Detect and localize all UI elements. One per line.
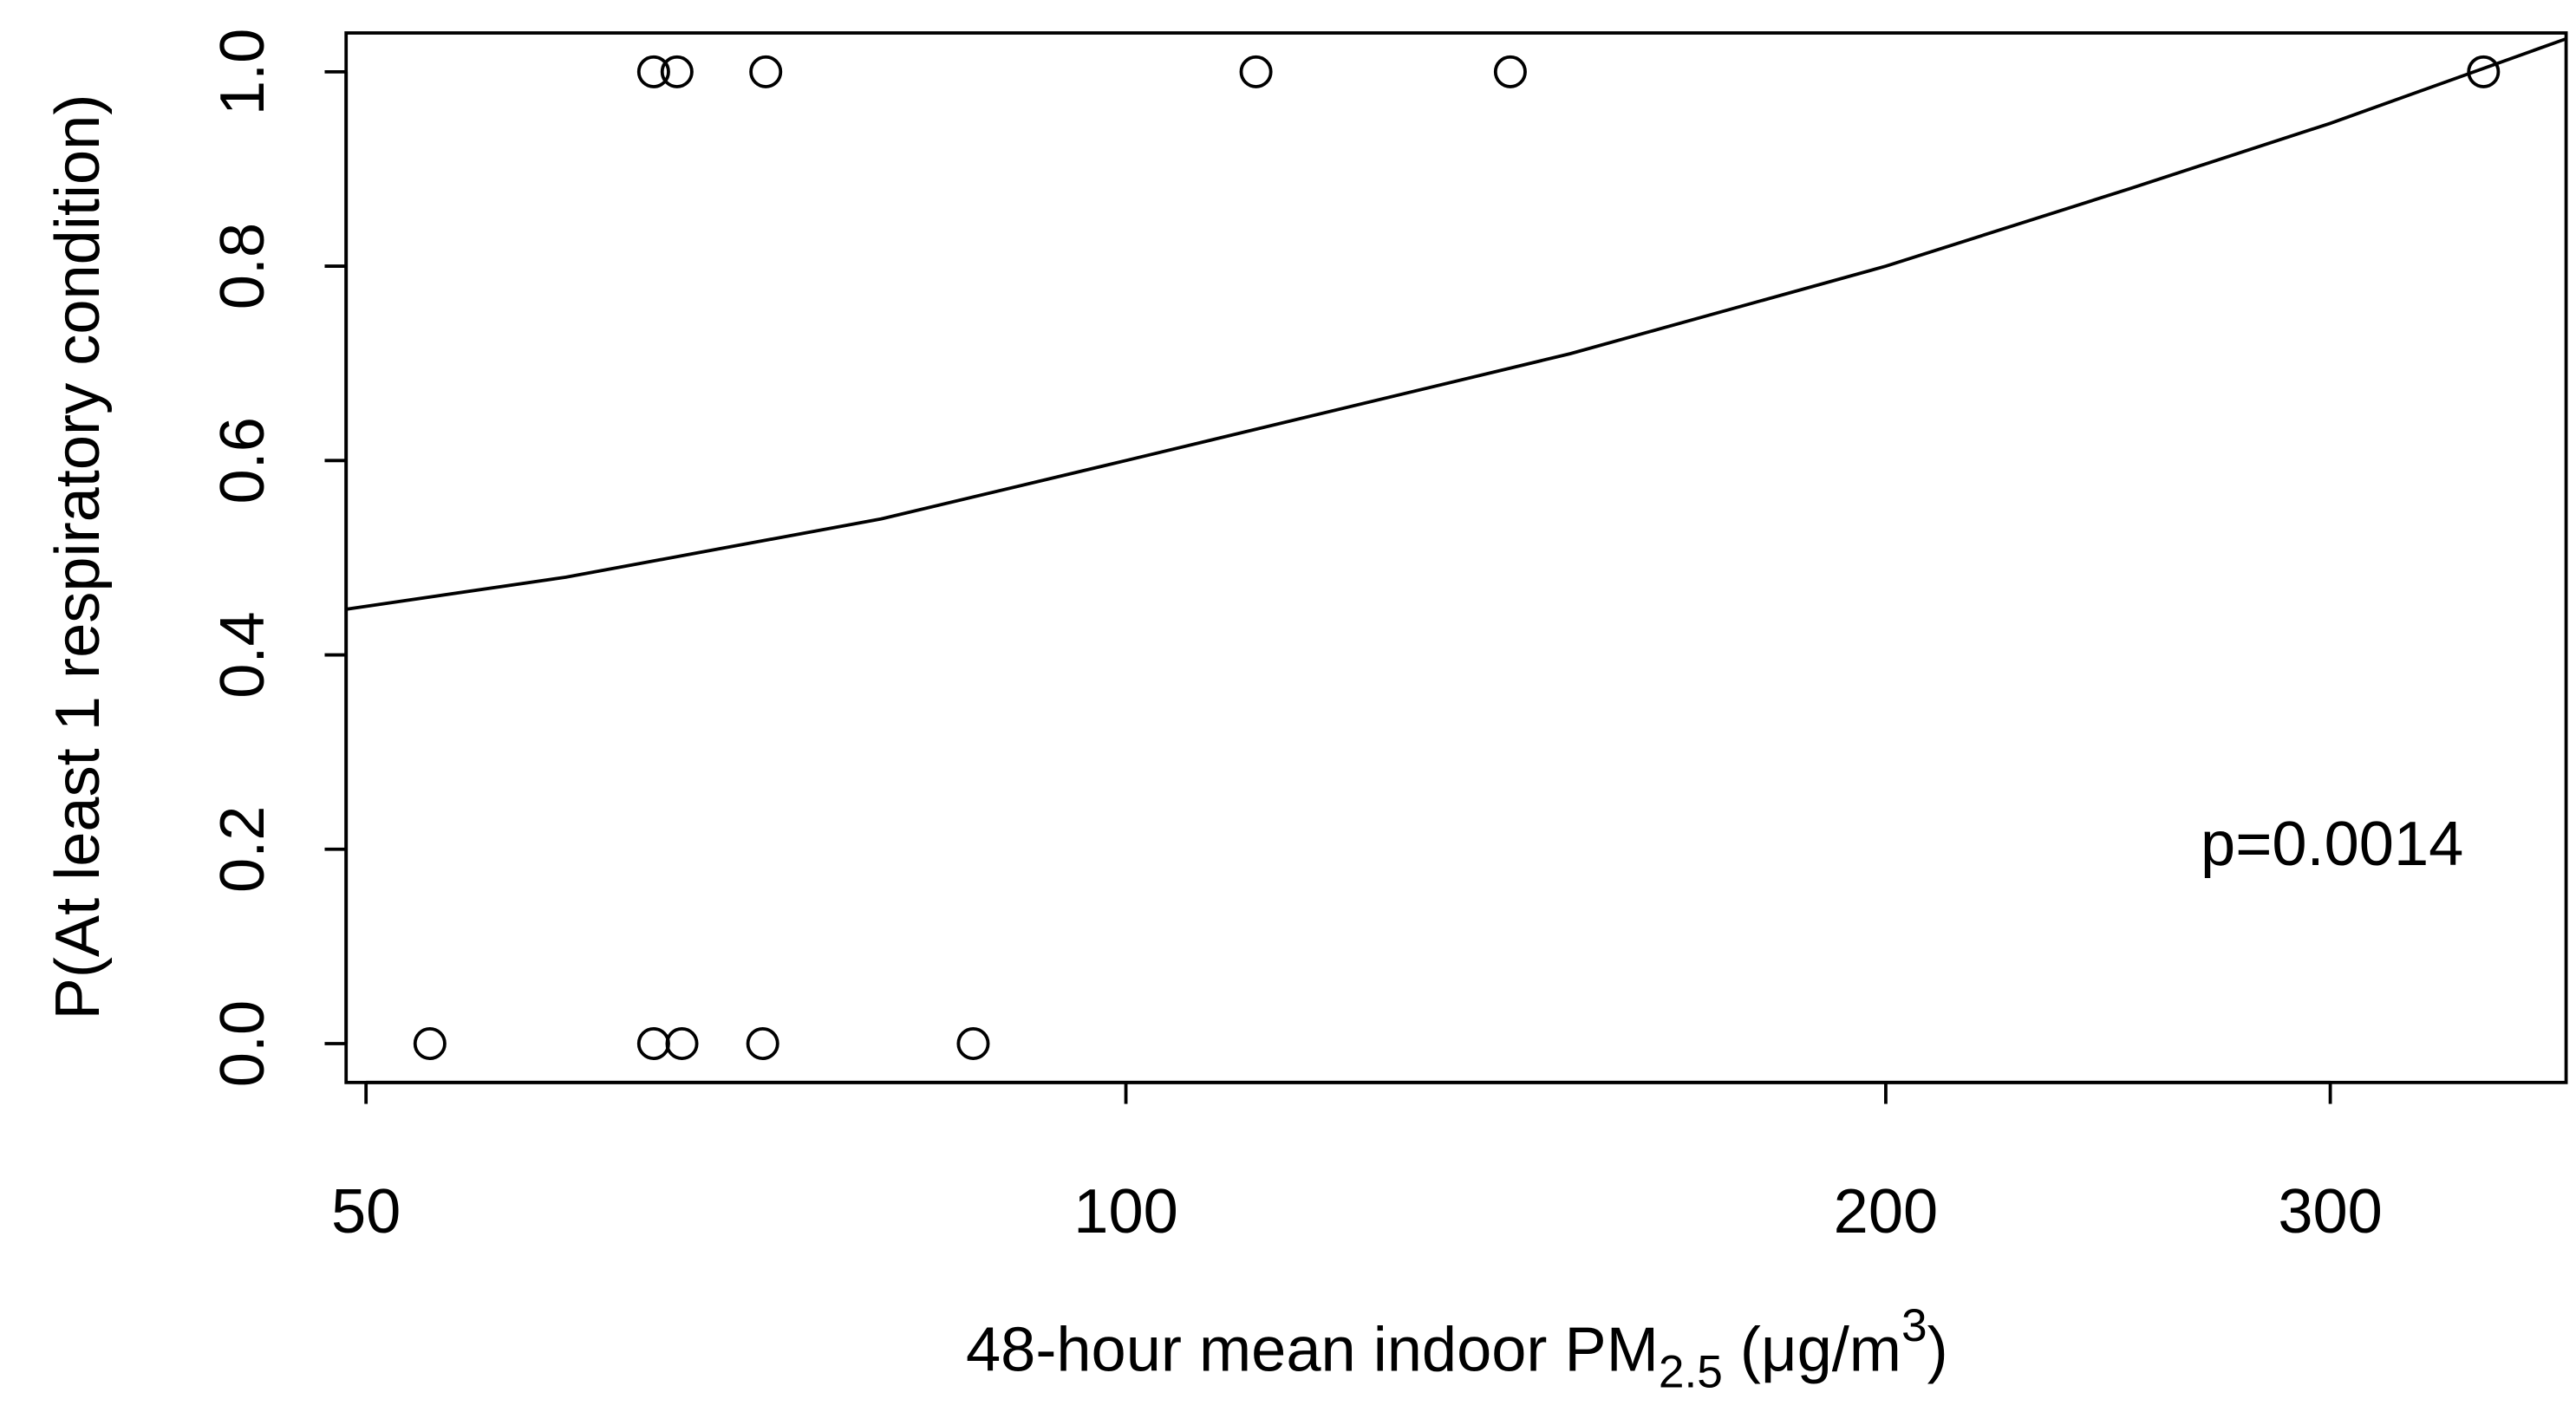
fit-curve (345, 36, 2567, 611)
data-point (1493, 55, 1527, 88)
x-axis-label: 48-hour mean indoor PM2.5 (μg/m3) (966, 1300, 1948, 1397)
data-point (956, 1026, 990, 1060)
x-label-sup: 3 (1901, 1300, 1927, 1351)
annotation: p=0.0014 (2201, 810, 2463, 879)
y-axis-label: P(At least 1 respiratory condition) (43, 94, 113, 1020)
data-point (660, 55, 694, 88)
x-tick-label: 200 (1834, 1177, 1939, 1246)
data-point (636, 55, 670, 88)
data-point (665, 1026, 699, 1060)
data-point (746, 1026, 779, 1060)
x-label-part: ) (1927, 1315, 1948, 1384)
data-point (1239, 55, 1273, 88)
data-point (636, 1026, 670, 1060)
x-label-sub: 2.5 (1659, 1346, 1723, 1397)
x-label-part: (μg/m (1723, 1315, 1901, 1384)
y-tick-label: 1.0 (208, 29, 277, 115)
x-tick-label: 50 (331, 1177, 401, 1246)
data-point (749, 55, 783, 88)
y-tick-label: 0.6 (208, 417, 277, 504)
data-point (2467, 55, 2501, 88)
y-tick-label: 0.8 (208, 223, 277, 309)
x-label-part: 48-hour mean indoor PM (966, 1315, 1659, 1384)
y-tick-label: 0.2 (208, 806, 277, 893)
x-tick-label: 300 (2278, 1177, 2383, 1246)
x-tick-label: 100 (1073, 1177, 1178, 1246)
y-tick-label: 0.4 (208, 611, 277, 698)
y-tick-label: 0.0 (208, 1000, 277, 1087)
data-point (413, 1026, 447, 1060)
